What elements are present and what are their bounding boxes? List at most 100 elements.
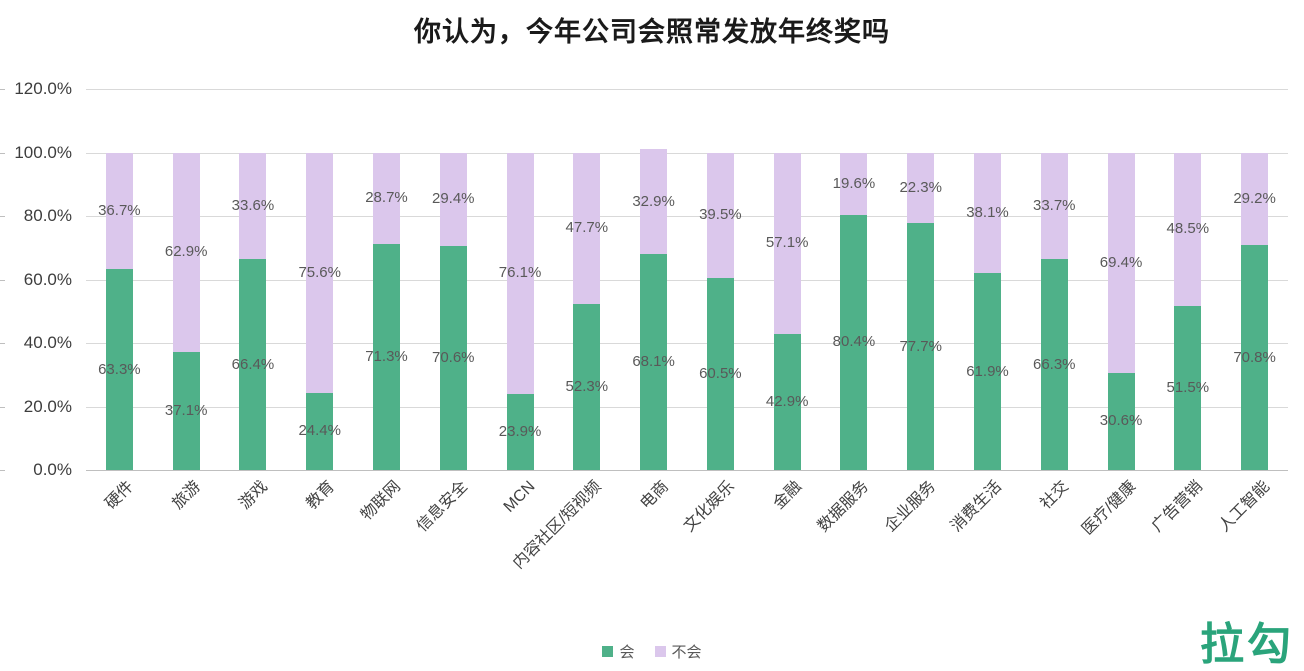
x-axis-category-label: 广告营销 xyxy=(1148,478,1206,536)
x-axis-category-label: 硬件 xyxy=(102,478,138,513)
bar-segment-yes xyxy=(1241,245,1269,470)
bar-segment-yes xyxy=(907,223,935,470)
bar-segment-no xyxy=(640,149,668,254)
y-axis-tick xyxy=(0,216,5,217)
gridline xyxy=(86,216,1288,217)
bar-value-label: 66.4% xyxy=(231,355,275,373)
bar-segment-no xyxy=(239,152,267,260)
bar-value-label: 57.1% xyxy=(765,234,809,252)
legend-label-no: 不会 xyxy=(671,643,702,661)
gridline xyxy=(86,89,1288,90)
bar-segment-yes xyxy=(105,269,133,470)
legend-label-yes: 会 xyxy=(619,643,635,661)
bar-value-label: 77.7% xyxy=(899,337,942,355)
bar-segment-yes xyxy=(239,259,267,470)
bar-value-label: 29.4% xyxy=(431,190,475,208)
bar-segment-yes xyxy=(706,277,734,470)
bar-segment-no xyxy=(1107,152,1135,373)
x-axis-category-label: 企业服务 xyxy=(881,478,939,536)
bar-segment-yes xyxy=(172,352,200,470)
bar-value-label: 33.7% xyxy=(1032,196,1076,214)
y-axis-label: 60.0% xyxy=(23,269,72,289)
bar-value-label: 30.6% xyxy=(1099,412,1143,430)
bar-segment-no xyxy=(706,152,734,278)
bar-value-label: 28.7% xyxy=(365,189,408,207)
legend-item-no: 不会 xyxy=(654,641,702,662)
legend-swatch-yes xyxy=(602,645,614,657)
bar-value-label: 68.1% xyxy=(632,352,675,370)
bar-segment-yes xyxy=(306,392,334,470)
bar-value-label: 51.5% xyxy=(1166,379,1210,397)
bar-segment-no xyxy=(773,152,801,334)
bar-segment-yes xyxy=(1107,372,1135,470)
bar-value-label: 76.1% xyxy=(498,264,542,282)
x-axis-category-label: MCN xyxy=(500,478,539,516)
bar-value-label: 70.6% xyxy=(431,348,475,366)
x-axis-category-label: 游戏 xyxy=(236,478,271,513)
bar-segment-no xyxy=(172,152,200,353)
y-axis-tick xyxy=(0,152,5,154)
y-axis-label: 40.0% xyxy=(23,333,72,352)
x-axis-category-label: 教育 xyxy=(303,478,338,513)
gridline xyxy=(86,152,1288,154)
bar-segment-no xyxy=(373,152,400,244)
bar-segment-yes xyxy=(840,214,868,470)
bar-value-label: 29.2% xyxy=(1233,189,1276,207)
y-axis-tick xyxy=(0,470,5,471)
x-axis-line xyxy=(86,470,1288,471)
bar-segment-yes xyxy=(1174,306,1202,470)
bar-value-label: 80.4% xyxy=(832,333,876,351)
bar-value-label: 47.7% xyxy=(565,219,609,237)
x-axis-category-label: 文化娱乐 xyxy=(681,478,739,536)
chart-title: 你认为，今年公司会照常发放年终奖吗 xyxy=(414,17,890,47)
bar-segment-no xyxy=(306,152,334,393)
bar-value-label: 75.6% xyxy=(298,263,341,281)
y-axis-tick xyxy=(0,279,5,281)
bar-value-label: 33.6% xyxy=(231,196,275,214)
bar-value-label: 70.8% xyxy=(1233,348,1276,366)
gridline xyxy=(86,279,1288,281)
y-axis-label: 0.0% xyxy=(33,460,72,479)
y-axis-tick xyxy=(0,89,5,90)
y-axis-tick xyxy=(0,343,5,344)
bar-value-label: 71.3% xyxy=(365,347,408,365)
bar-value-label: 61.9% xyxy=(966,362,1009,380)
bar-value-label: 22.3% xyxy=(899,178,942,196)
x-axis-category-label: 旅游 xyxy=(169,478,205,513)
y-axis-label: 80.0% xyxy=(23,206,72,225)
bar-value-label: 37.1% xyxy=(164,402,208,420)
x-axis-category-label: 人工智能 xyxy=(1215,478,1273,536)
y-axis-tick xyxy=(0,406,5,408)
bar-value-label: 60.5% xyxy=(699,364,742,382)
legend: 会 不会 xyxy=(0,641,1304,661)
legend-item-yes: 会 xyxy=(602,641,635,662)
x-axis-category-label: 数据服务 xyxy=(814,478,872,536)
x-axis-category-label: 消费生活 xyxy=(948,478,1006,536)
bar-segment-no xyxy=(1174,152,1202,307)
gridline xyxy=(86,343,1288,344)
bar-segment-no xyxy=(439,152,467,246)
bar-segment-no xyxy=(1040,152,1068,260)
y-axis-label: 100.0% xyxy=(14,142,72,162)
bar-segment-yes xyxy=(439,245,467,470)
bar-value-label: 69.4% xyxy=(1099,253,1143,271)
lagou-logo: 拉勾 xyxy=(1200,620,1294,669)
bar-segment-no xyxy=(1241,152,1269,246)
bar-segment-yes xyxy=(506,394,534,470)
bar-segment-yes xyxy=(1040,259,1068,470)
bar-value-label: 42.9% xyxy=(765,392,809,410)
bar-value-label: 39.5% xyxy=(699,206,742,224)
bar-value-label: 23.9% xyxy=(498,423,542,441)
legend-swatch-no xyxy=(654,645,666,657)
bar-segment-yes xyxy=(974,273,1001,470)
bar-segment-no xyxy=(573,152,601,304)
x-axis-category-label: 金融 xyxy=(770,478,806,513)
gridline xyxy=(86,406,1288,408)
bar-value-label: 19.6% xyxy=(832,174,876,192)
bar-segment-no xyxy=(506,152,534,395)
bar-segment-no xyxy=(907,152,935,224)
bar-segment-yes xyxy=(640,253,668,470)
x-axis-category-label: 信息安全 xyxy=(414,478,472,536)
bar-value-label: 38.1% xyxy=(966,203,1009,221)
